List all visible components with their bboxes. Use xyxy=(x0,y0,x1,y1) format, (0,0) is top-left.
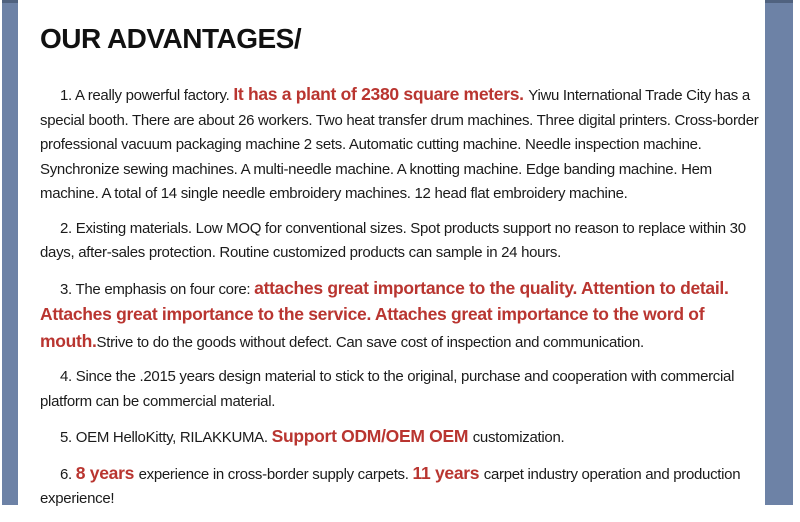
right-accent-bar xyxy=(765,0,793,505)
body-text: carpet industry operation and production… xyxy=(40,465,741,508)
highlight-text: 11 years xyxy=(412,462,484,483)
body-text: 5. OEM HelloKitty, RILAKKUMA. xyxy=(60,429,272,446)
body-text: customization. xyxy=(472,429,565,446)
page: { "page": { "title": "OUR ADVANTAGES/" }… xyxy=(2,0,793,507)
body-text: 6. xyxy=(60,465,76,483)
highlight-text: It has a plant of 2380 square meters. xyxy=(233,84,529,104)
paragraph: 1. A really powerful factory. It has a p… xyxy=(40,82,762,207)
paragraph: 3. The emphasis on four core: attaches g… xyxy=(40,276,762,356)
body-text: 4. Since the .2015 years design material… xyxy=(40,368,735,410)
advantages-list: 1. A really powerful factory. It has a p… xyxy=(40,82,762,512)
body-text: experience in cross-border supply carpet… xyxy=(138,465,413,483)
page-title: OUR ADVANTAGES/ xyxy=(40,23,302,54)
highlight-text: 8 years xyxy=(75,462,139,483)
advantages-section: OUR ADVANTAGES/ 1. A really powerful fac… xyxy=(40,20,762,522)
body-text: 2. Existing materials. Low MOQ for conve… xyxy=(40,219,746,262)
paragraph: 5. OEM HelloKitty, RILAKKUMA. Support OD… xyxy=(40,424,762,451)
left-accent-bar xyxy=(2,0,18,505)
highlight-text: attaches great importance to the quality… xyxy=(40,277,729,351)
paragraph: 2. Existing materials. Low MOQ for conve… xyxy=(40,217,762,266)
body-text: Yiwu International Trade City has a spec… xyxy=(40,87,759,202)
highlight-text: Support ODM/OEM OEM xyxy=(271,426,473,446)
body-text: Strive to do the goods without defect. C… xyxy=(96,333,645,351)
paragraph: 6. 8 years experience in cross-border su… xyxy=(40,461,762,512)
paragraph: 4. Since the .2015 years design material… xyxy=(40,365,762,414)
body-text: 3. The emphasis on four core: xyxy=(60,280,255,298)
body-text: 1. A really powerful factory. xyxy=(60,87,234,104)
